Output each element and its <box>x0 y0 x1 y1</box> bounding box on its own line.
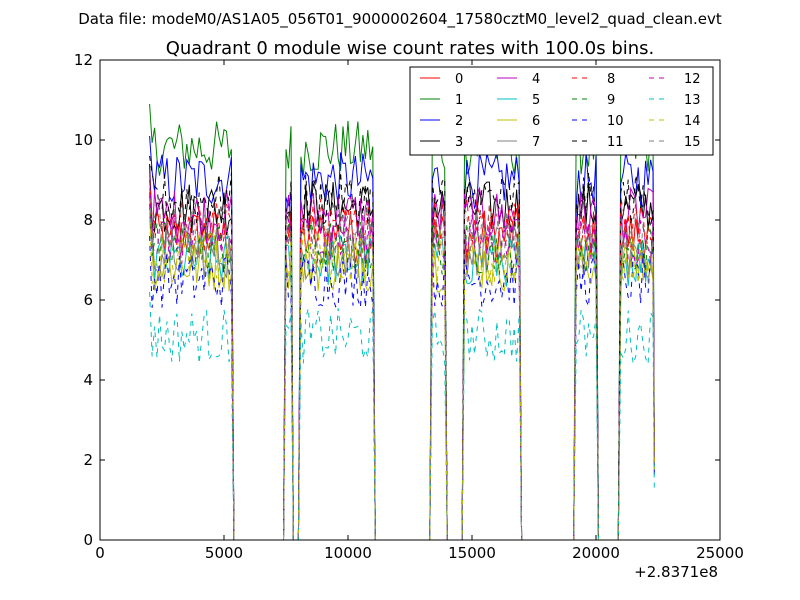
legend-label-10: 10 <box>607 114 624 129</box>
series-line-13 <box>149 291 655 541</box>
legend-label-9: 9 <box>607 93 615 108</box>
y-tick-label: 10 <box>74 131 93 149</box>
series-line-10 <box>149 235 655 541</box>
series-line-5 <box>149 215 655 541</box>
legend-label-1: 1 <box>455 93 463 108</box>
y-tick-label: 2 <box>83 451 93 469</box>
x-tick-label: 10000 <box>324 544 372 562</box>
series-line-9 <box>149 203 655 541</box>
x-tick-label: 0 <box>95 544 105 562</box>
series-line-11 <box>149 155 655 541</box>
legend-label-4: 4 <box>532 72 540 87</box>
legend-label-2: 2 <box>455 114 463 129</box>
legend-label-14: 14 <box>684 114 701 129</box>
series-line-15 <box>149 187 655 541</box>
legend-label-13: 13 <box>684 93 701 108</box>
y-tick-label: 6 <box>83 291 93 309</box>
legend-label-15: 15 <box>684 135 701 150</box>
legend-label-3: 3 <box>455 135 463 150</box>
legend-label-0: 0 <box>455 72 463 87</box>
x-tick-label: 25000 <box>696 544 744 562</box>
y-tick-label: 12 <box>74 51 93 69</box>
y-tick-label: 0 <box>83 531 93 549</box>
series-line-4 <box>149 171 655 541</box>
x-tick-label: 20000 <box>572 544 620 562</box>
x-offset-label: +2.8371e8 <box>634 563 718 581</box>
series-line-12 <box>149 195 655 541</box>
legend-label-5: 5 <box>532 93 540 108</box>
legend-label-7: 7 <box>532 135 540 150</box>
series-line-1 <box>149 103 655 541</box>
chart-suptitle: Data file: modeM0/AS1A05_056T01_90000026… <box>78 10 722 29</box>
x-tick-label: 15000 <box>448 544 496 562</box>
legend-label-11: 11 <box>607 135 624 150</box>
y-tick-label: 8 <box>83 211 93 229</box>
series-line-3 <box>149 163 655 541</box>
plot-area <box>149 103 655 541</box>
y-tick-label: 4 <box>83 371 93 389</box>
x-tick-label: 5000 <box>205 544 243 562</box>
legend-label-6: 6 <box>532 114 540 129</box>
chart-title: Quadrant 0 module wise count rates with … <box>166 38 655 59</box>
legend-frame <box>409 66 714 156</box>
legend-label-8: 8 <box>607 72 615 87</box>
legend-label-12: 12 <box>684 72 701 87</box>
